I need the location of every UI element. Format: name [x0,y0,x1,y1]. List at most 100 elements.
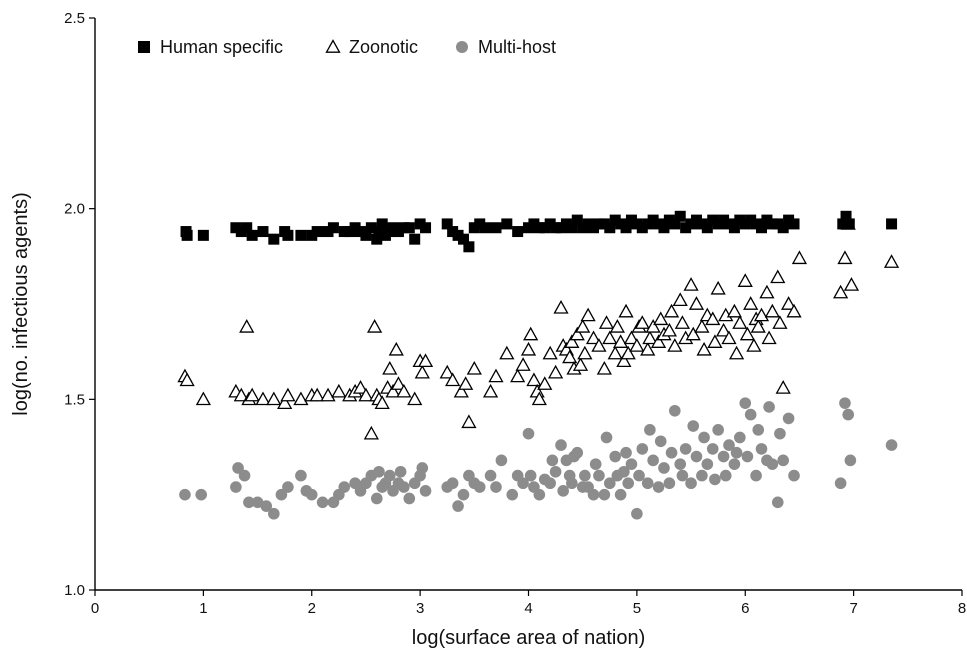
point-multi-host [546,454,559,467]
legend-marker-multi-host [456,41,468,53]
point-human-specific [371,233,383,245]
point-zoonotic [520,341,537,356]
point-multi-host [663,477,676,490]
point-multi-host [579,469,591,482]
point-multi-host [370,492,383,505]
point-zoonotic [445,372,461,387]
point-zoonotic [726,303,743,318]
point-human-specific [837,218,849,230]
point-zoonotic [255,391,271,406]
point-zoonotic [607,345,623,360]
point-zoonotic [609,319,625,333]
point-zoonotic [195,391,211,406]
point-zoonotic [707,334,723,348]
point-zoonotic [542,345,558,360]
point-human-specific [295,229,307,241]
point-multi-host [587,488,600,501]
point-zoonotic [653,311,669,326]
point-multi-host [614,488,627,501]
series-human-specific [180,210,898,253]
point-zoonotic [396,383,412,398]
point-zoonotic [388,341,404,356]
point-human-specific [843,218,855,230]
point-multi-host [752,424,765,436]
point-human-specific [501,218,513,230]
point-multi-host [665,446,678,459]
series-zoonotic [177,216,900,440]
point-zoonotic [780,296,797,310]
point-multi-host [788,469,800,482]
point-zoonotic [515,357,531,371]
point-multi-host [719,469,732,482]
point-zoonotic [309,387,325,402]
point-zoonotic [775,380,791,394]
y-tick-label: 1.0 [64,582,85,599]
point-multi-host [238,469,251,482]
point-zoonotic [688,296,705,310]
point-multi-host [706,443,719,455]
point-multi-host [839,397,851,409]
point-multi-host [452,500,464,512]
point-zoonotic [620,345,636,360]
y-tick-label: 2.5 [64,10,85,27]
point-zoonotic [233,387,249,402]
x-ticks: 0 1 2 3 4 5 6 7 8 [91,590,966,617]
legend-label-zoonotic: Zoonotic [349,37,418,57]
point-multi-host [690,450,703,463]
point-multi-host [295,469,307,482]
point-human-specific [512,226,524,238]
point-zoonotic [553,299,569,314]
point-multi-host [506,488,519,501]
axes [94,18,962,591]
point-zoonotic [602,330,618,345]
point-zoonotic [759,284,775,299]
point-zoonotic [569,326,585,341]
point-multi-host [275,488,288,501]
point-human-specific [620,222,632,234]
point-multi-host [766,458,779,470]
point-multi-host [490,481,502,493]
point-multi-host [679,443,692,455]
point-human-specific [886,218,898,230]
point-multi-host [609,450,621,463]
point-zoonotic [645,319,661,333]
legend-marker-zoonotic [325,39,341,53]
point-multi-host [631,507,643,520]
point-multi-host [557,485,569,497]
point-zoonotic [572,357,589,371]
x-tick-label: 2 [308,600,316,617]
point-multi-host [685,477,697,490]
point-human-specific [327,222,339,234]
point-human-specific [420,222,432,234]
point-zoonotic [239,319,255,333]
point-zoonotic [453,383,469,398]
y-ticks: 1.0 1.5 2.0 2.5 [64,10,95,599]
x-tick-label: 8 [958,600,966,617]
point-human-specific [777,222,789,234]
point-multi-host [618,465,630,478]
x-tick-label: 1 [199,600,207,617]
point-multi-host [622,477,635,490]
point-multi-host [730,446,743,459]
point-human-specific [658,222,670,234]
legend-label-multi-host: Multi-host [478,37,556,57]
point-zoonotic [770,269,786,284]
point-zoonotic [667,338,683,352]
point-multi-host [676,469,689,482]
point-multi-host [232,462,244,474]
point-zoonotic [616,353,632,368]
point-multi-host [834,477,847,490]
point-multi-host [195,488,208,501]
point-zoonotic [674,315,690,329]
point-zoonotic [650,334,667,348]
point-multi-host [636,443,649,455]
point-zoonotic [791,250,808,265]
point-human-specific [479,222,491,234]
point-human-specific [840,210,852,222]
legend-marker-human-specific [138,41,150,53]
x-tick-label: 7 [849,600,857,617]
point-human-specific [701,222,713,234]
point-human-specific [268,233,280,245]
point-multi-host [701,458,714,470]
series-multi-host [179,397,898,520]
